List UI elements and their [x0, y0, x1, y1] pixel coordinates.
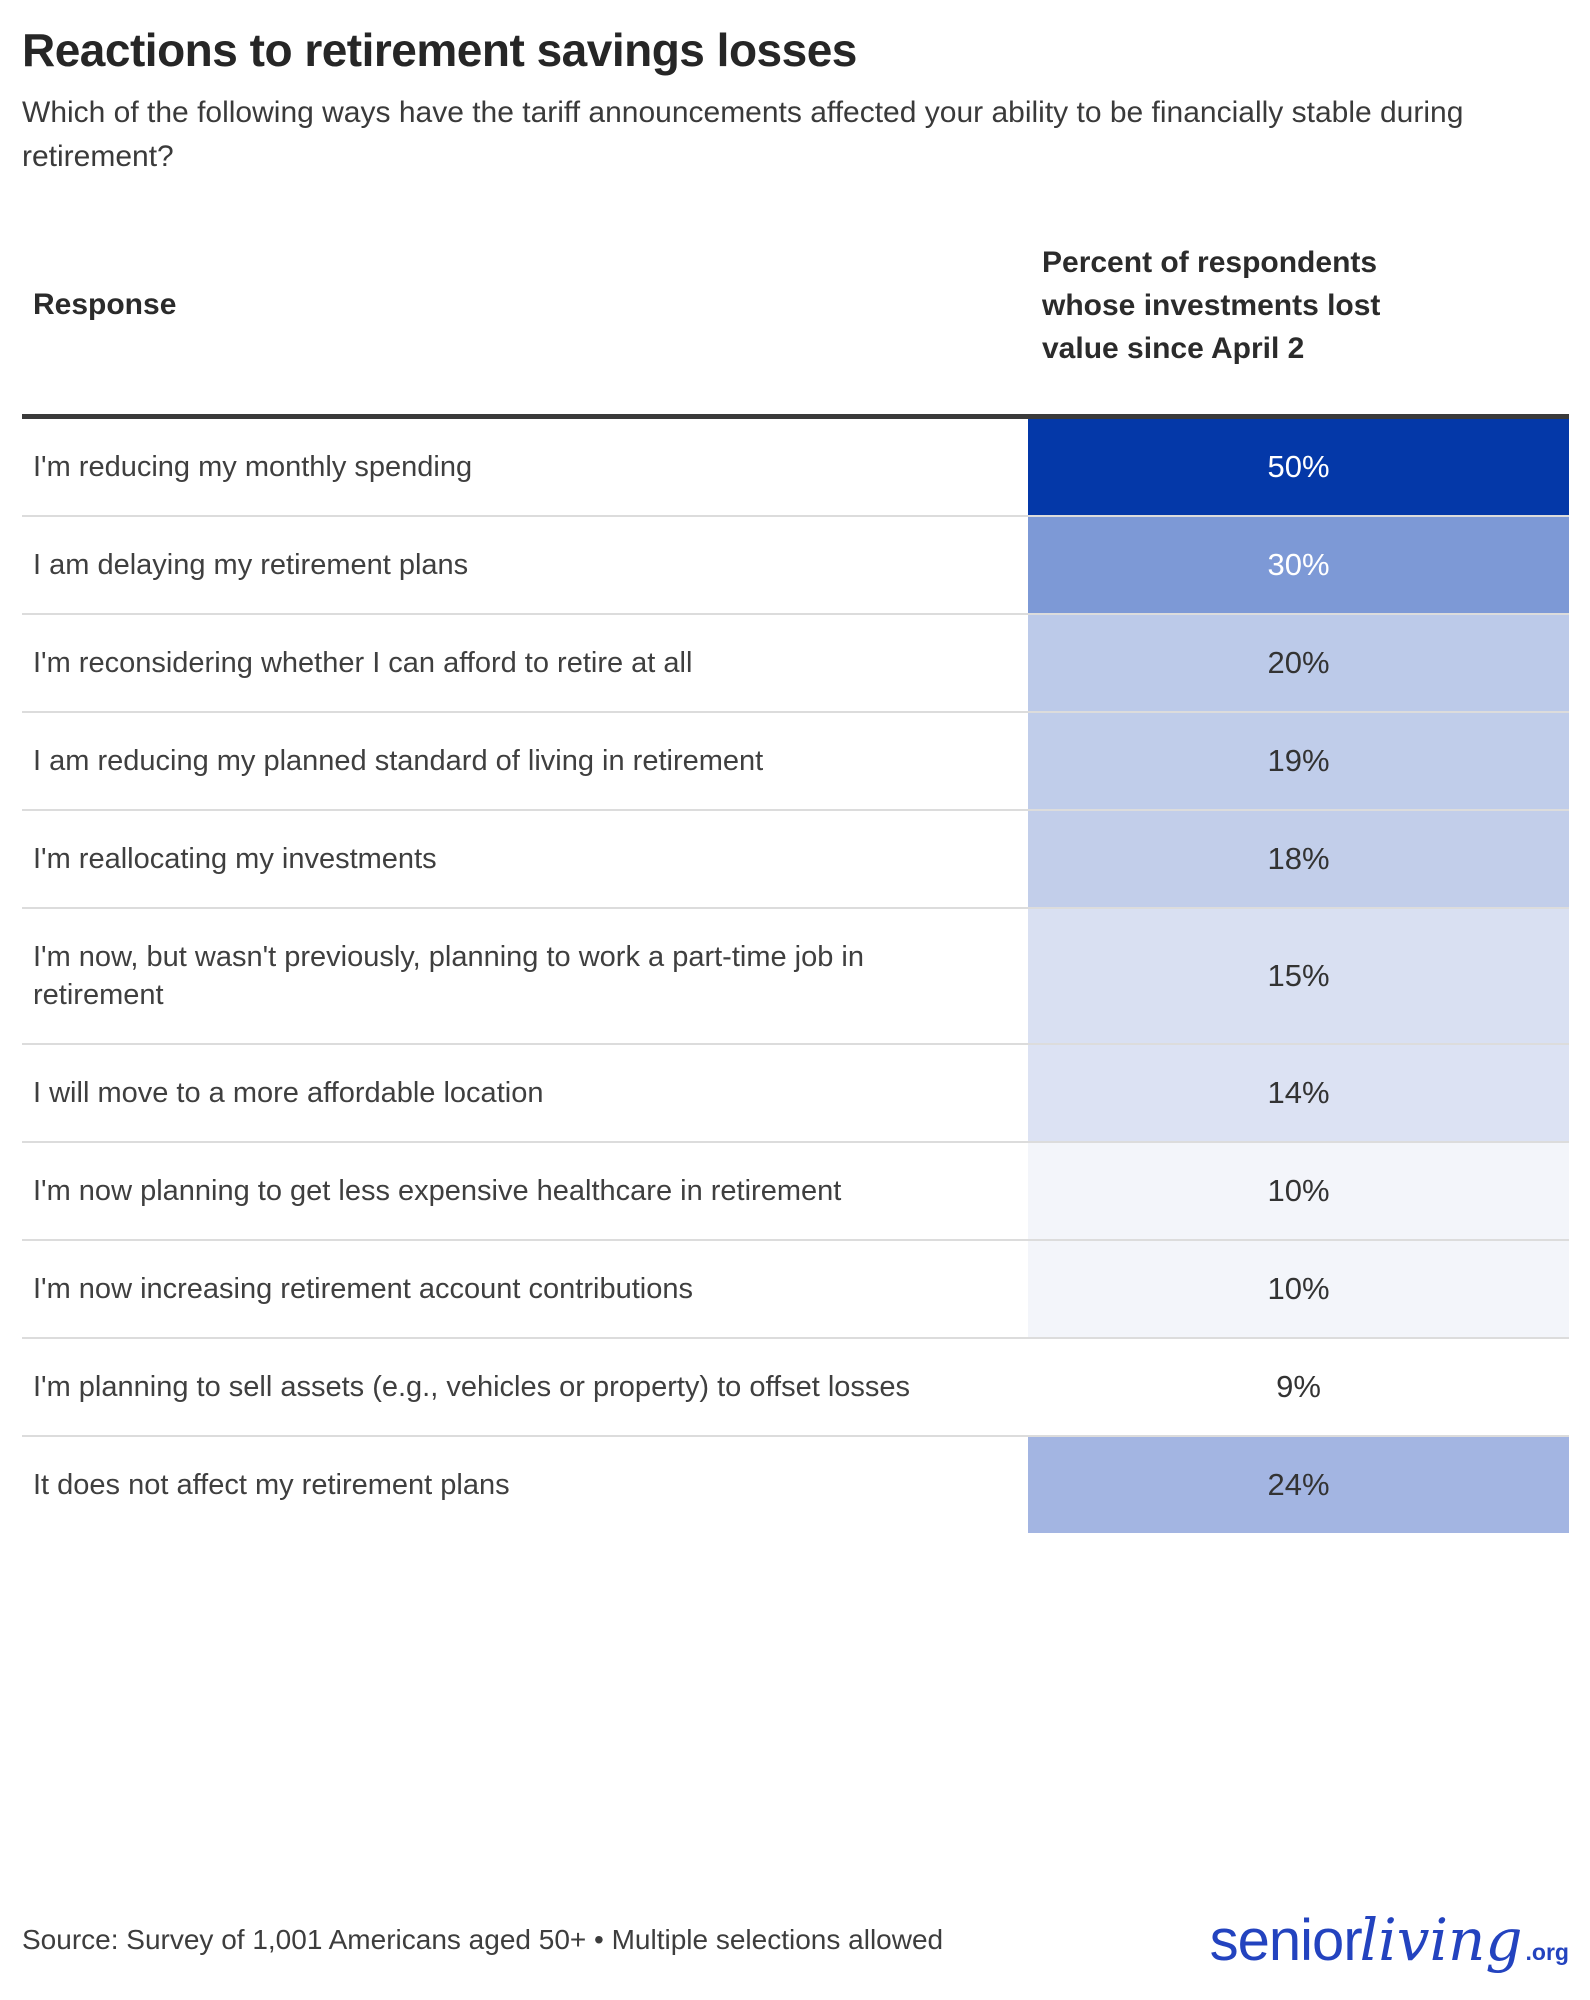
chart-subtitle: Which of the following ways have the tar… [22, 95, 1464, 173]
row-value: 14% [1028, 1044, 1569, 1141]
row-value: 18% [1028, 810, 1569, 907]
logo-text-senior: senior [1209, 1908, 1363, 1973]
row-label: I am delaying my retirement plans [33, 548, 469, 581]
row-label: I'm reducing my monthly spending [33, 450, 473, 483]
row-value: 24% [1028, 1436, 1569, 1533]
table-row: I will move to a more affordable locatio… [22, 1042, 1569, 1141]
row-value: 10% [1028, 1240, 1569, 1337]
table-row: I am delaying my retirement plans 30% [22, 514, 1569, 613]
logo-text-org: .org [1525, 1939, 1569, 1965]
row-label: I'm now, but wasn't previously, planning… [33, 940, 864, 1011]
table-row: I'm planning to sell assets (e.g., vehic… [22, 1336, 1569, 1435]
row-label: I'm now planning to get less expensive h… [33, 1174, 842, 1207]
table-row: I'm now increasing retirement account co… [22, 1238, 1569, 1337]
source-note: Source: Survey of 1,001 Americans aged 5… [22, 1924, 944, 1955]
row-value: 10% [1028, 1142, 1569, 1239]
row-value: 9% [1028, 1338, 1569, 1435]
table-body: I'm reducing my monthly spending 50% I a… [22, 418, 1569, 1533]
column-header-percent-text: Percent of respondents whose investments… [1042, 245, 1381, 365]
seniorliving-logo: senior living .org [1210, 1906, 1569, 1974]
column-header-percent: Percent of respondents whose investments… [1028, 241, 1569, 370]
column-header-response: Response [33, 288, 177, 322]
row-value: 50% [1028, 418, 1569, 515]
table-row: I'm now planning to get less expensive h… [22, 1140, 1569, 1239]
row-label: I'm planning to sell assets (e.g., vehic… [33, 1370, 911, 1403]
row-value: 20% [1028, 614, 1569, 711]
row-label: I will move to a more affordable locatio… [33, 1076, 544, 1109]
row-label: I am reducing my planned standard of liv… [33, 744, 764, 777]
logo-text-living: living [1359, 1906, 1523, 1974]
row-value: 19% [1028, 712, 1569, 809]
table-row: It does not affect my retirement plans 2… [22, 1434, 1569, 1533]
row-label: I'm now increasing retirement account co… [33, 1272, 693, 1305]
header-divider [22, 413, 1569, 419]
table-row: I'm reducing my monthly spending 50% [22, 418, 1569, 515]
row-value: 30% [1028, 516, 1569, 613]
row-label: It does not affect my retirement plans [33, 1468, 510, 1501]
row-label: I'm reallocating my investments [33, 842, 437, 875]
row-value: 15% [1028, 908, 1569, 1043]
table-header-row: Response Percent of respondents whose in… [22, 241, 1569, 370]
row-label: I'm reconsidering whether I can afford t… [33, 646, 693, 679]
table-row: I'm now, but wasn't previously, planning… [22, 906, 1569, 1043]
table-row: I'm reconsidering whether I can afford t… [22, 612, 1569, 711]
page-title: Reactions to retirement savings losses [22, 24, 857, 76]
table-row: I'm reallocating my investments 18% [22, 808, 1569, 907]
table-row: I am reducing my planned standard of liv… [22, 710, 1569, 809]
chart-footer: Source: Survey of 1,001 Americans aged 5… [22, 1906, 1569, 1974]
